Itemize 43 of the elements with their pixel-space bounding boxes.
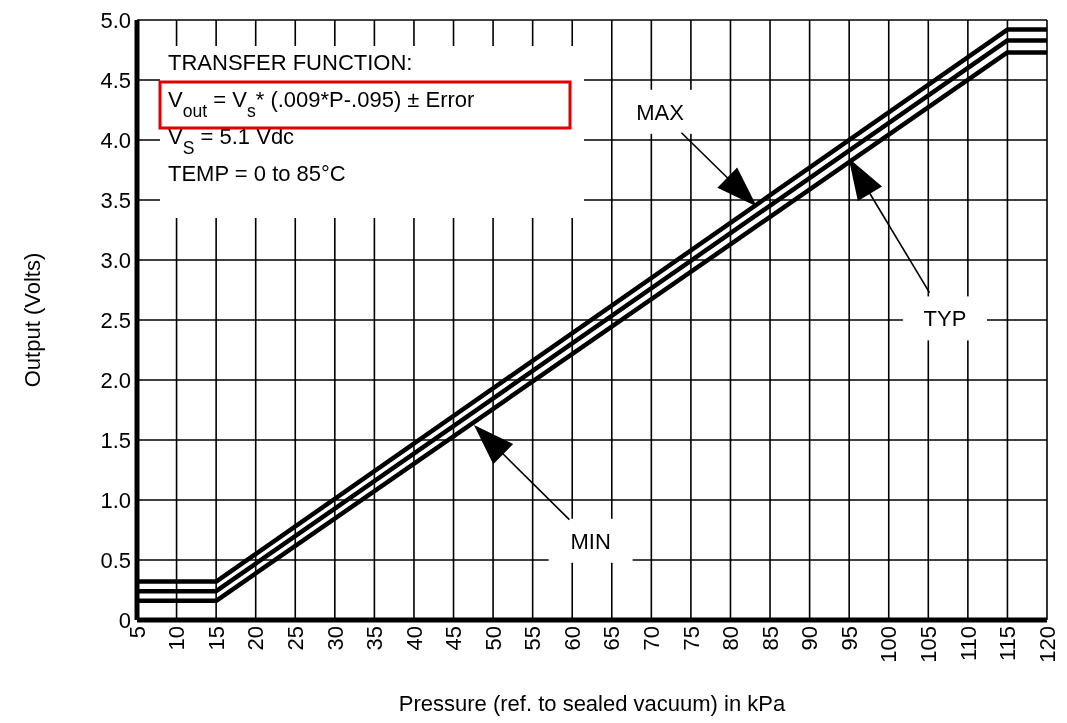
annotation: V$_{out}$ = V$_{s}$* (.009*P-.095) ± Error xyxy=(168,87,475,121)
x-tick-label: 30 xyxy=(322,626,348,651)
x-tick-label: 50 xyxy=(480,626,506,651)
y-tick-label: 1.5 xyxy=(100,427,131,453)
x-tick-label: 70 xyxy=(639,626,665,651)
x-tick-label: 120 xyxy=(1034,626,1060,663)
annotation: MAX xyxy=(636,99,685,125)
x-tick-label: 65 xyxy=(599,626,625,651)
annotation: MIN xyxy=(570,528,611,554)
x-tick-label: 95 xyxy=(836,626,862,651)
x-tick-label: 55 xyxy=(520,626,546,651)
y-tick-label: 0 xyxy=(118,607,131,633)
annotation: V$_{S}$ = 5.1 Vdc xyxy=(168,124,295,158)
x-tick-label: 25 xyxy=(282,626,308,651)
y-tick-label: 1.0 xyxy=(100,487,131,513)
x-tick-label: 80 xyxy=(718,626,744,651)
x-tick-label: 35 xyxy=(362,626,388,651)
x-tick-label: 60 xyxy=(559,626,585,651)
x-tick-label: 90 xyxy=(797,626,823,651)
x-tick-label: 100 xyxy=(876,626,902,663)
x-axis-title: Pressure (ref. to sealed vacuum) in kPa xyxy=(398,691,786,716)
annotation: TRANSFER FUNCTION: xyxy=(168,50,413,75)
x-tick-label: 45 xyxy=(441,626,467,651)
x-tick-label: 105 xyxy=(916,626,941,663)
y-tick-label: 2.5 xyxy=(100,307,131,333)
x-tick-label: 110 xyxy=(955,626,981,662)
x-tick-label: 20 xyxy=(243,626,269,651)
x-tick-label: 40 xyxy=(401,626,427,651)
x-tick-label: 10 xyxy=(164,626,190,651)
y-tick-label: 5.0 xyxy=(100,7,131,33)
y-tick-label: 3.0 xyxy=(100,247,131,273)
x-tick-label: 85 xyxy=(757,626,783,651)
annotation: TYP xyxy=(923,306,967,332)
annotation: TEMP = 0 to 85°C xyxy=(168,161,346,186)
y-tick-label: 2.0 xyxy=(100,367,131,393)
y-tick-label: 3.5 xyxy=(100,187,131,213)
x-tick-label: 15 xyxy=(203,626,229,651)
x-tick-label: 115 xyxy=(995,626,1021,662)
y-axis-title: Output (Volts) xyxy=(20,252,45,388)
y-tick-label: 4.5 xyxy=(100,67,131,93)
y-tick-label: 4.0 xyxy=(100,127,131,153)
y-tick-label: 0.5 xyxy=(100,547,131,573)
x-tick-label: 75 xyxy=(678,626,704,651)
